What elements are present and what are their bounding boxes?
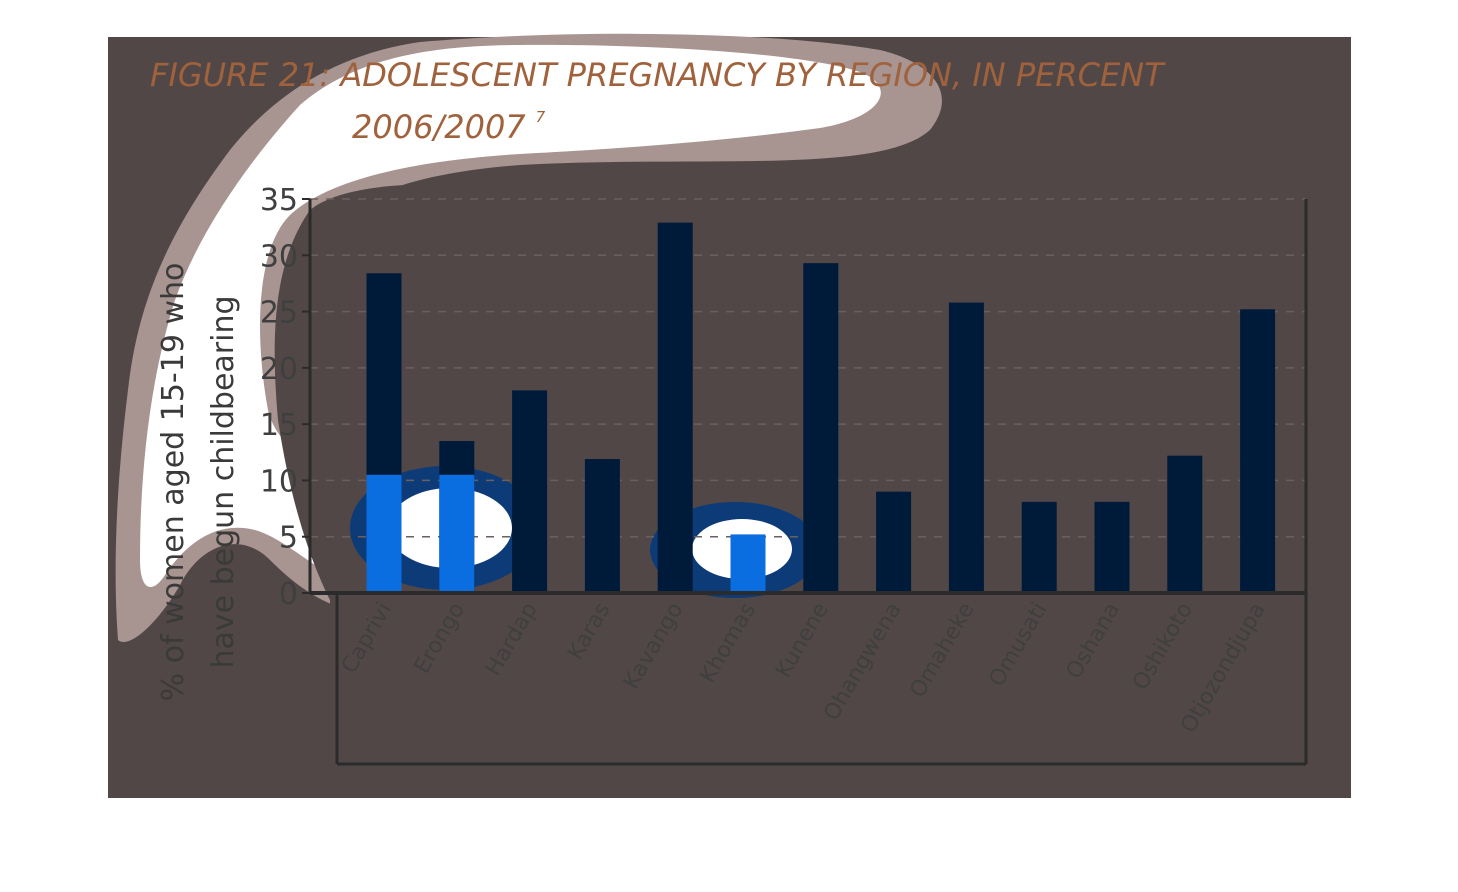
y-tick-labels: 0 5 10 15 20 25 30 35	[260, 183, 298, 612]
y-tick-label: 5	[279, 521, 298, 556]
y-axis-label: % of women aged 15-19 who have begun chi…	[156, 263, 241, 702]
bar-kunene	[803, 263, 839, 593]
bar-oshana	[1094, 501, 1130, 593]
decorative-white-blob	[140, 44, 881, 592]
y-tick-label: 0	[279, 577, 298, 612]
bar-otjozondjupa	[1240, 309, 1276, 593]
bar-kavango	[657, 222, 693, 593]
bar-highlight-khomas	[730, 534, 766, 593]
bars	[366, 222, 1276, 593]
y-tick-label: 20	[260, 352, 298, 387]
y-axis-label-line-1: % of women aged 15-19 who	[156, 263, 191, 702]
chart-title-line-2: 2006/2007 7	[352, 108, 546, 146]
y-tick-label: 25	[260, 296, 298, 331]
chart-title-line-1: FIGURE 21: ADOLESCENT PREGNANCY BY REGIO…	[150, 56, 1166, 94]
y-tick-label: 35	[260, 183, 298, 218]
bar-omusati	[1021, 501, 1057, 593]
bar-ohangwena	[876, 491, 912, 593]
title-footnote-marker: 7	[536, 108, 546, 126]
y-tick-label: 10	[260, 464, 298, 499]
bar-omaheke	[948, 302, 984, 593]
bar-highlight-erongo	[439, 474, 475, 593]
y-tick-label: 30	[260, 239, 298, 274]
y-tick-label: 15	[260, 408, 298, 443]
y-axis-label-line-2: have begun childbearing	[206, 295, 241, 668]
chart-title-year: 2006/2007	[352, 108, 526, 146]
bar-hardap	[512, 390, 548, 593]
bar-karas	[584, 459, 620, 593]
axes	[302, 198, 1308, 766]
bar-highlight-caprivi	[366, 474, 402, 593]
bar-oshikoto	[1167, 455, 1203, 593]
